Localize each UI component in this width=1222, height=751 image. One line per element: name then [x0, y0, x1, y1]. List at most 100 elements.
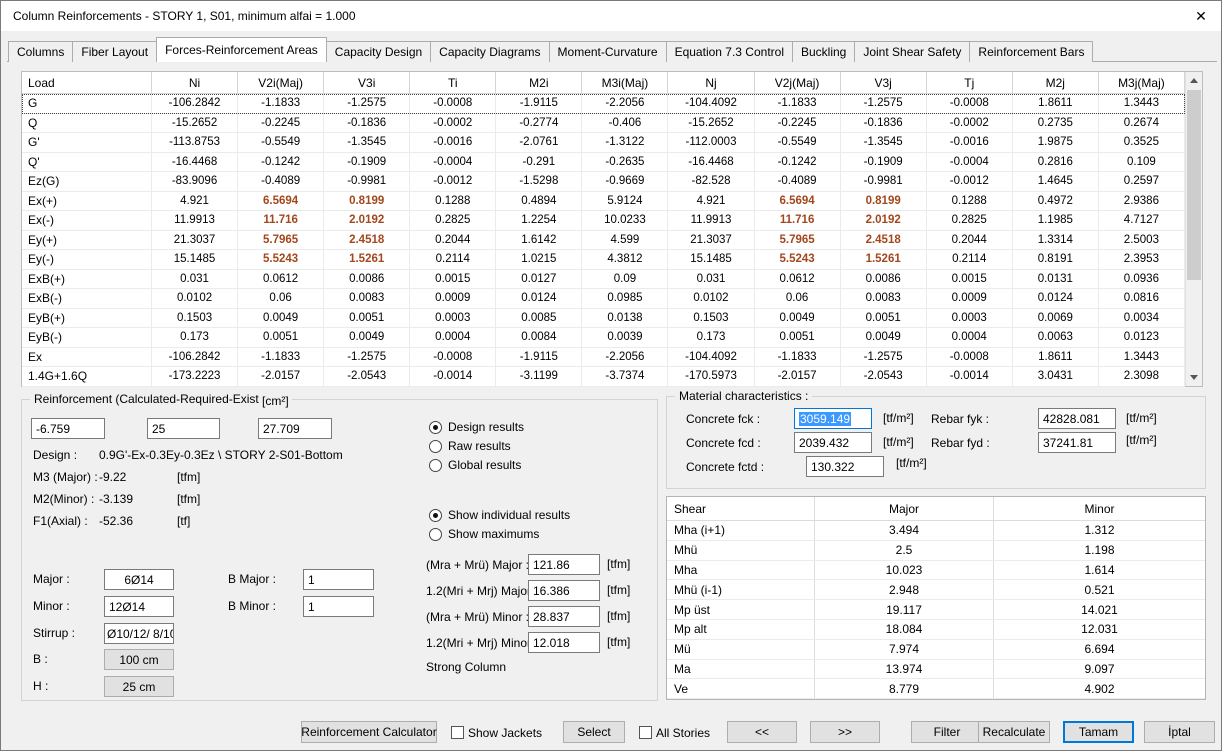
value-cell: 0.0085	[496, 308, 583, 327]
column-header-m2i[interactable]: M2i	[496, 72, 583, 93]
forces-row-ex[interactable]: Ex(+) 4.921 6.5694 0.8199 0.1288 0.4894 5.9124…	[22, 191, 1185, 211]
shear-row-ve[interactable]: Ve 8.779 4.902	[667, 679, 1205, 700]
column-header-tj[interactable]: Tj	[927, 72, 1013, 93]
tab-reinforcement-bars[interactable]: Reinforcement Bars	[969, 41, 1094, 62]
major-rebar-field[interactable]: 6Ø14	[104, 569, 174, 590]
forces-row-ez-g[interactable]: Ez(G) -83.9096 -0.4089 -0.9981 -0.0012 -1.529…	[22, 172, 1185, 192]
value-cell: 0.1503	[152, 308, 239, 327]
tab-equation-7-3-control[interactable]: Equation 7.3 Control	[665, 41, 793, 62]
reinforcement-calculator-button[interactable]: Reinforcement Calculator	[301, 721, 437, 743]
b-minor-field[interactable]: 1	[303, 596, 374, 617]
value-cell: -112.0003	[668, 133, 755, 152]
column-header-nj[interactable]: Nj	[668, 72, 755, 93]
all-stories-checkbox[interactable]	[639, 726, 652, 739]
value-cell: 0.0131	[1013, 269, 1099, 288]
select-button[interactable]: Select	[563, 721, 625, 743]
value-cell: -0.0016	[927, 133, 1013, 152]
radio-show-maximums[interactable]: Show maximums	[429, 525, 570, 543]
value-cell: 5.5243	[238, 250, 325, 269]
b-major-field[interactable]: 1	[303, 569, 374, 590]
fctd-field[interactable]: 130.322	[806, 456, 884, 477]
previous-column-button[interactable]: <<	[727, 721, 797, 743]
forces-row-g[interactable]: G' -113.8753 -0.5549 -1.3545 -0.0016 -2.0761-…	[22, 133, 1185, 153]
mra-major-field[interactable]: 121.86	[528, 554, 600, 575]
radio-show-individual-results[interactable]: Show individual results	[429, 506, 570, 524]
shear-row-ma[interactable]: Ma 13.974 9.097	[667, 659, 1205, 680]
tab-forces-reinforcement-areas[interactable]: Forces-Reinforcement Areas	[156, 37, 327, 62]
h-dimension-button[interactable]: 25 cm	[104, 676, 174, 697]
tab-moment-curvature[interactable]: Moment-Curvature	[548, 41, 667, 62]
column-header-ni[interactable]: Ni	[152, 72, 239, 93]
ok-button[interactable]: Tamam	[1063, 721, 1134, 743]
column-header-load[interactable]: Load	[22, 72, 152, 93]
mri-major-field[interactable]: 16.386	[528, 580, 600, 601]
tab-fiber-layout[interactable]: Fiber Layout	[72, 41, 158, 62]
cancel-button[interactable]: İptal	[1144, 721, 1215, 743]
load-cell: Ez(G)	[22, 172, 152, 191]
fctd-label: Concrete fctd :	[686, 460, 765, 474]
existing-area-field[interactable]: 27.709	[258, 418, 332, 439]
column-header-v2i-maj[interactable]: V2i(Maj)	[238, 72, 325, 93]
next-column-button[interactable]: >>	[810, 721, 880, 743]
column-header-v2j-maj[interactable]: V2j(Maj)	[755, 72, 841, 93]
forces-row-g[interactable]: G -106.2842 -1.1833 -1.2575 -0.0008 -1.9115 -2…	[22, 94, 1185, 114]
shear-row-mh-i-1[interactable]: Mhü (i-1) 2.948 0.521	[667, 580, 1205, 601]
scroll-up-icon[interactable]	[1186, 72, 1202, 89]
tab-buckling[interactable]: Buckling	[791, 41, 856, 62]
recalculate-button[interactable]: Recalculate	[978, 721, 1050, 743]
scroll-down-icon[interactable]	[1186, 369, 1202, 386]
forces-row-exb[interactable]: ExB(+) 0.031 0.0612 0.0086 0.0015 0.0127 0.09 0…	[22, 269, 1185, 289]
fyk-field[interactable]: 42828.081	[1038, 408, 1116, 429]
shear-row-mh[interactable]: Mhü 2.5 1.198	[667, 540, 1205, 561]
shear-row-mp-alt[interactable]: Mp alt 18.084 12.031	[667, 619, 1205, 640]
shear-row-mp-st[interactable]: Mp üst 19.117 14.021	[667, 600, 1205, 620]
scrollbar-thumb[interactable]	[1187, 90, 1201, 280]
forces-row-ex[interactable]: Ex -106.2842 -1.1833 -1.2575 -0.0008 -1.9115-…	[22, 347, 1185, 367]
required-area-field[interactable]: 25	[147, 418, 220, 439]
forces-row-ey[interactable]: Ey(+) 21.3037 5.7965 2.4518 0.2044 1.6142 4.59…	[22, 230, 1185, 250]
column-header-v3j[interactable]: V3j	[841, 72, 927, 93]
forces-row-eyb[interactable]: EyB(+) 0.1503 0.0049 0.0051 0.0003 0.0085 0.01…	[22, 308, 1185, 328]
column-header-m3j-maj[interactable]: M3j(Maj)	[1099, 72, 1185, 93]
mri-major-label: 1.2(Mri + Mrj) Major	[426, 584, 532, 598]
calculated-area-field[interactable]: -6.759	[31, 418, 105, 439]
value-cell: 0.0936	[1099, 269, 1185, 288]
shear-row-mha[interactable]: Mha 10.023 1.614	[667, 560, 1205, 581]
filter-button[interactable]: Filter	[911, 721, 983, 743]
column-header-m3i-maj[interactable]: M3i(Maj)	[582, 72, 669, 93]
stirrup-field[interactable]: Ø10/12/ 8/10	[104, 623, 174, 644]
forces-row-eyb[interactable]: EyB(-) 0.173 0.0051 0.0049 0.0004 0.0084 0.003…	[22, 328, 1185, 348]
column-header-ti[interactable]: Ti	[410, 72, 497, 93]
fyd-field[interactable]: 37241.81	[1038, 432, 1116, 453]
radio-design-results[interactable]: Design results	[429, 418, 524, 436]
tab-capacity-diagrams[interactable]: Capacity Diagrams	[430, 41, 550, 62]
shear-row-m[interactable]: Mü 7.974 6.694	[667, 639, 1205, 660]
forces-row-q[interactable]: Q' -16.4468 -0.1242 -0.1909 -0.0004 -0.291 -0.…	[22, 152, 1185, 172]
forces-row-1-4g-1-6q[interactable]: 1.4G+1.6Q -173.2223 -2.0157 -2.0543 -0.0014-…	[22, 367, 1185, 387]
tab-columns[interactable]: Columns	[8, 41, 74, 62]
value-cell: 11.716	[238, 211, 325, 230]
tab-joint-shear-safety[interactable]: Joint Shear Safety	[854, 41, 971, 62]
close-icon[interactable]: ✕	[1195, 7, 1207, 24]
value-cell: 4.921	[152, 191, 239, 210]
vertical-scrollbar[interactable]	[1185, 72, 1202, 386]
radio-raw-results[interactable]: Raw results	[429, 437, 524, 455]
shear-row-mha-i-1[interactable]: Mha (i+1) 3.494 1.312	[667, 521, 1205, 541]
forces-row-ey[interactable]: Ey(-) 15.1485 5.5243 1.5261 0.2114 1.0215 4.38…	[22, 250, 1185, 270]
forces-row-ex[interactable]: Ex(-) 11.9913 11.716 2.0192 0.2825 1.2254 10.0…	[22, 211, 1185, 231]
tab-capacity-design[interactable]: Capacity Design	[325, 41, 432, 62]
mri-minor-field[interactable]: 12.018	[528, 632, 600, 653]
load-cell: 1.4G+1.6Q	[22, 367, 152, 386]
minor-rebar-field[interactable]: 12Ø14	[104, 596, 174, 617]
b-dimension-button[interactable]: 100 cm	[104, 649, 174, 670]
show-jackets-checkbox[interactable]	[451, 726, 464, 739]
column-header-m2j[interactable]: M2j	[1013, 72, 1099, 93]
forces-row-exb[interactable]: ExB(-) 0.0102 0.06 0.0083 0.0009 0.0124 0.0985…	[22, 289, 1185, 309]
column-header-v3i[interactable]: V3i	[324, 72, 411, 93]
forces-row-q[interactable]: Q -15.2652 -0.2245 -0.1836 -0.0002 -0.2774 -0.…	[22, 113, 1185, 133]
mra-minor-field[interactable]: 28.837	[528, 606, 600, 627]
shear-label-cell: Mp alt	[667, 619, 815, 639]
fcd-field[interactable]: 2039.432	[794, 432, 872, 453]
fck-field[interactable]: 3059.149	[794, 408, 872, 429]
radio-global-results[interactable]: Global results	[429, 456, 524, 474]
